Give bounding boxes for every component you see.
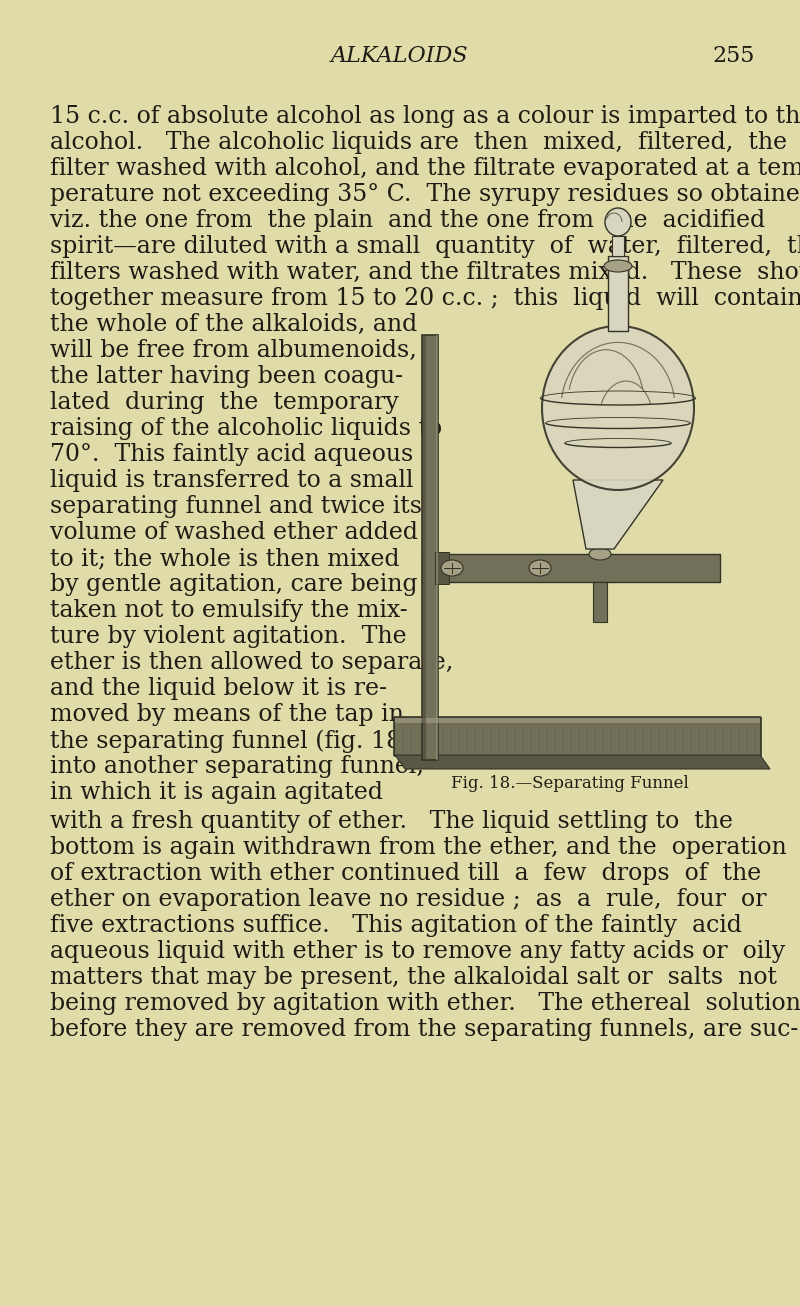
- Bar: [593, 500, 607, 554]
- Text: ALKALOIDS: ALKALOIDS: [331, 44, 469, 67]
- Bar: [435, 552, 449, 584]
- Text: spirit—are diluted with a small  quantity  of  water,  filtered,  the: spirit—are diluted with a small quantity…: [50, 235, 800, 259]
- Text: before they are removed from the separating funnels, are suc-: before they are removed from the separat…: [50, 1017, 798, 1041]
- Text: 255: 255: [713, 44, 755, 67]
- Text: lated  during  the  temporary: lated during the temporary: [50, 390, 399, 414]
- Text: aqueous liquid with ether is to remove any fatty acids or  oily: aqueous liquid with ether is to remove a…: [50, 940, 786, 963]
- Bar: [395, 718, 760, 724]
- Text: bottom is again withdrawn from the ether, and the  operation: bottom is again withdrawn from the ether…: [50, 836, 786, 859]
- Text: the latter having been coagu-: the latter having been coagu-: [50, 364, 403, 388]
- Text: of extraction with ether continued till  a  few  drops  of  the: of extraction with ether continued till …: [50, 862, 762, 885]
- Text: viz. the one from  the plain  and the one from  the  acidified: viz. the one from the plain and the one …: [50, 209, 766, 232]
- Text: ether is then allowed to separate,: ether is then allowed to separate,: [50, 650, 454, 674]
- Ellipse shape: [441, 560, 463, 576]
- Text: into another separating funnel,: into another separating funnel,: [50, 755, 424, 778]
- Bar: [422, 336, 426, 760]
- FancyBboxPatch shape: [394, 717, 761, 756]
- Text: and the liquid below it is re-: and the liquid below it is re-: [50, 677, 387, 700]
- Text: perature not exceeding 35° C.  The syrupy residues so obtained—: perature not exceeding 35° C. The syrupy…: [50, 183, 800, 206]
- Bar: [593, 582, 607, 622]
- Text: ture by violent agitation.  The: ture by violent agitation. The: [50, 626, 406, 648]
- Text: liquid is transferred to a small: liquid is transferred to a small: [50, 469, 414, 492]
- Text: filter washed with alcohol, and the filtrate evaporated at a tem-: filter washed with alcohol, and the filt…: [50, 157, 800, 180]
- Ellipse shape: [632, 485, 650, 496]
- Ellipse shape: [605, 208, 631, 236]
- Text: moved by means of the tap in: moved by means of the tap in: [50, 703, 404, 726]
- Text: taken not to emulsify the mix-: taken not to emulsify the mix-: [50, 599, 408, 622]
- Text: matters that may be present, the alkaloidal salt or  salts  not: matters that may be present, the alkaloi…: [50, 966, 777, 989]
- Text: with a fresh quantity of ether.   The liquid settling to  the: with a fresh quantity of ether. The liqu…: [50, 810, 733, 833]
- Text: by gentle agitation, care being: by gentle agitation, care being: [50, 573, 418, 596]
- Text: Fig. 18.—Separating Funnel: Fig. 18.—Separating Funnel: [451, 774, 689, 791]
- Text: in which it is again agitated: in which it is again agitated: [50, 781, 383, 804]
- Text: being removed by agitation with ether.   The ethereal  solutions,: being removed by agitation with ether. T…: [50, 993, 800, 1015]
- Text: separating funnel and twice its: separating funnel and twice its: [50, 495, 422, 518]
- Bar: [612, 236, 624, 256]
- Ellipse shape: [604, 260, 632, 272]
- Bar: [436, 336, 438, 760]
- Text: volume of washed ether added: volume of washed ether added: [50, 521, 418, 545]
- Text: together measure from 15 to 20 c.c. ;  this  liquid  will  contain: together measure from 15 to 20 c.c. ; th…: [50, 287, 800, 310]
- Bar: [607, 482, 635, 498]
- Text: the whole of the alkaloids, and: the whole of the alkaloids, and: [50, 313, 418, 336]
- Ellipse shape: [542, 326, 694, 490]
- Text: 15 c.c. of absolute alcohol as long as a colour is imparted to the: 15 c.c. of absolute alcohol as long as a…: [50, 104, 800, 128]
- Bar: [422, 554, 720, 582]
- Bar: [422, 336, 438, 760]
- Text: filters washed with water, and the filtrates mixed.   These  should: filters washed with water, and the filtr…: [50, 261, 800, 283]
- Text: to it; the whole is then mixed: to it; the whole is then mixed: [50, 547, 400, 569]
- Text: raising of the alcoholic liquids to: raising of the alcoholic liquids to: [50, 417, 442, 440]
- Polygon shape: [573, 481, 663, 549]
- Ellipse shape: [589, 549, 611, 560]
- Bar: [608, 256, 628, 330]
- Text: will be free from albumenoids,: will be free from albumenoids,: [50, 340, 417, 362]
- Text: 70°.  This faintly acid aqueous: 70°. This faintly acid aqueous: [50, 443, 414, 466]
- Text: alcohol.   The alcoholic liquids are  then  mixed,  filtered,  the: alcohol. The alcoholic liquids are then …: [50, 131, 787, 154]
- Ellipse shape: [529, 560, 551, 576]
- Text: ether on evaporation leave no residue ;  as  a  rule,  four  or: ether on evaporation leave no residue ; …: [50, 888, 766, 912]
- Text: the separating funnel (fig. 18): the separating funnel (fig. 18): [50, 729, 410, 752]
- Text: five extractions suffice.   This agitation of the faintly  acid: five extractions suffice. This agitation…: [50, 914, 742, 936]
- Polygon shape: [395, 755, 770, 769]
